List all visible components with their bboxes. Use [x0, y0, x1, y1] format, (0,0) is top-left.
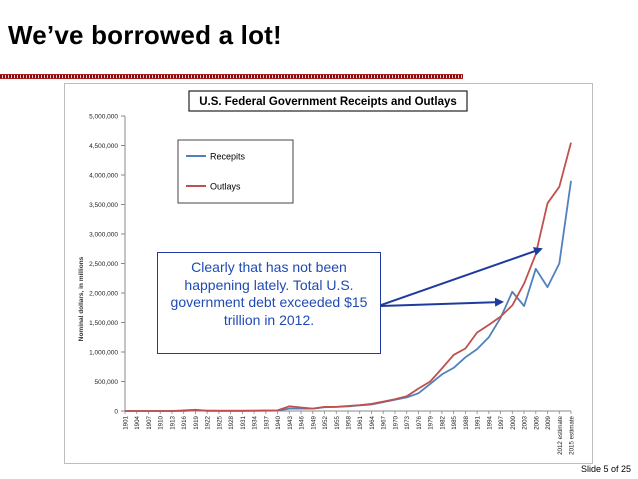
- y-tick-label: 3,500,000: [89, 202, 118, 209]
- x-tick-label: 1973: [404, 415, 411, 429]
- x-tick-label: 2015 estimate: [569, 415, 576, 454]
- x-tick-label: 1940: [275, 415, 282, 429]
- x-tick-label: 1946: [299, 415, 306, 429]
- x-tick-label: 1934: [252, 415, 259, 429]
- x-tick-label: 1925: [216, 415, 223, 429]
- y-axis-label: Nominal dollars, in millions: [78, 256, 85, 341]
- x-tick-label: 1988: [463, 415, 470, 429]
- x-tick-label: 1943: [287, 415, 294, 429]
- x-tick-label: 1949: [310, 415, 317, 429]
- y-tick-label: 4,000,000: [89, 173, 118, 180]
- y-tick-label: 2,000,000: [89, 291, 118, 298]
- series-line-outlays: [125, 142, 572, 412]
- x-tick-label: 1955: [334, 415, 341, 429]
- x-tick-label: 1919: [193, 415, 200, 429]
- x-tick-label: 1907: [146, 415, 153, 429]
- y-tick-label: 500,000: [95, 379, 119, 386]
- x-tick-label: 1958: [346, 415, 353, 429]
- x-tick-label: 1967: [381, 415, 388, 429]
- y-tick-label: 5,000,000: [89, 114, 118, 121]
- y-tick-label: 1,500,000: [89, 320, 118, 327]
- legend: Recepits Outlays: [177, 139, 294, 204]
- legend-box: [177, 139, 294, 204]
- x-tick-label: 2009: [545, 415, 552, 429]
- x-tick-label: 2006: [533, 415, 540, 429]
- y-tick-label: 2,500,000: [89, 261, 118, 268]
- chart-title-box: [188, 90, 468, 112]
- x-tick-label: 1964: [369, 415, 376, 429]
- series-layer: [125, 142, 572, 412]
- x-tick-label: 1901: [123, 415, 130, 429]
- y-tick-label: 0: [114, 409, 118, 416]
- x-tick-label: 1931: [240, 415, 247, 429]
- slide-title: We’ve borrowed a lot!: [8, 20, 282, 50]
- x-tick-label: 1970: [392, 415, 399, 429]
- x-tick-label: 1961: [357, 415, 364, 429]
- y-tick-label: 4,500,000: [89, 143, 118, 150]
- x-tick-label: 1916: [181, 415, 188, 429]
- x-tick-label: 1991: [475, 415, 482, 429]
- x-tick-label: 1922: [205, 415, 212, 429]
- y-tick-label: 1,000,000: [89, 350, 118, 357]
- x-tick-label: 1913: [169, 415, 176, 429]
- axes-layer: 0 500,000 1,000,000 1,500,000 2,000,000 2,500…: [89, 114, 575, 455]
- x-tick-label: 1985: [451, 415, 458, 429]
- x-tick-label: 1994: [486, 415, 493, 429]
- x-tick-label: 1904: [134, 415, 141, 429]
- x-tick-label: 1910: [158, 415, 165, 429]
- receipts-outlays-chart: U.S. Federal Government Receipts and Out…: [78, 90, 576, 455]
- x-tick-label: 1937: [263, 415, 270, 429]
- x-tick-label: 1982: [439, 415, 446, 429]
- x-tick-label: 2012 estimate: [557, 415, 564, 454]
- callout-box: Clearly that has not been happening late…: [157, 252, 381, 354]
- x-tick-label: 1928: [228, 415, 235, 429]
- slide-number: Slide 5 of 25: [581, 464, 632, 474]
- x-tick-label: 1952: [322, 415, 329, 429]
- x-tick-label: 2003: [522, 415, 529, 429]
- title-divider: [0, 74, 463, 79]
- x-tick-label: 1976: [416, 415, 423, 429]
- legend-label-outlays: Outlays: [210, 182, 241, 192]
- legend-label-receipts: Recepits: [210, 152, 246, 162]
- x-tick-label: 2000: [510, 415, 517, 429]
- x-tick-label: 1997: [498, 415, 505, 429]
- y-tick-label: 3,000,000: [89, 232, 118, 239]
- x-tick-label: 1979: [428, 415, 435, 429]
- chart-title: U.S. Federal Government Receipts and Out…: [199, 96, 457, 108]
